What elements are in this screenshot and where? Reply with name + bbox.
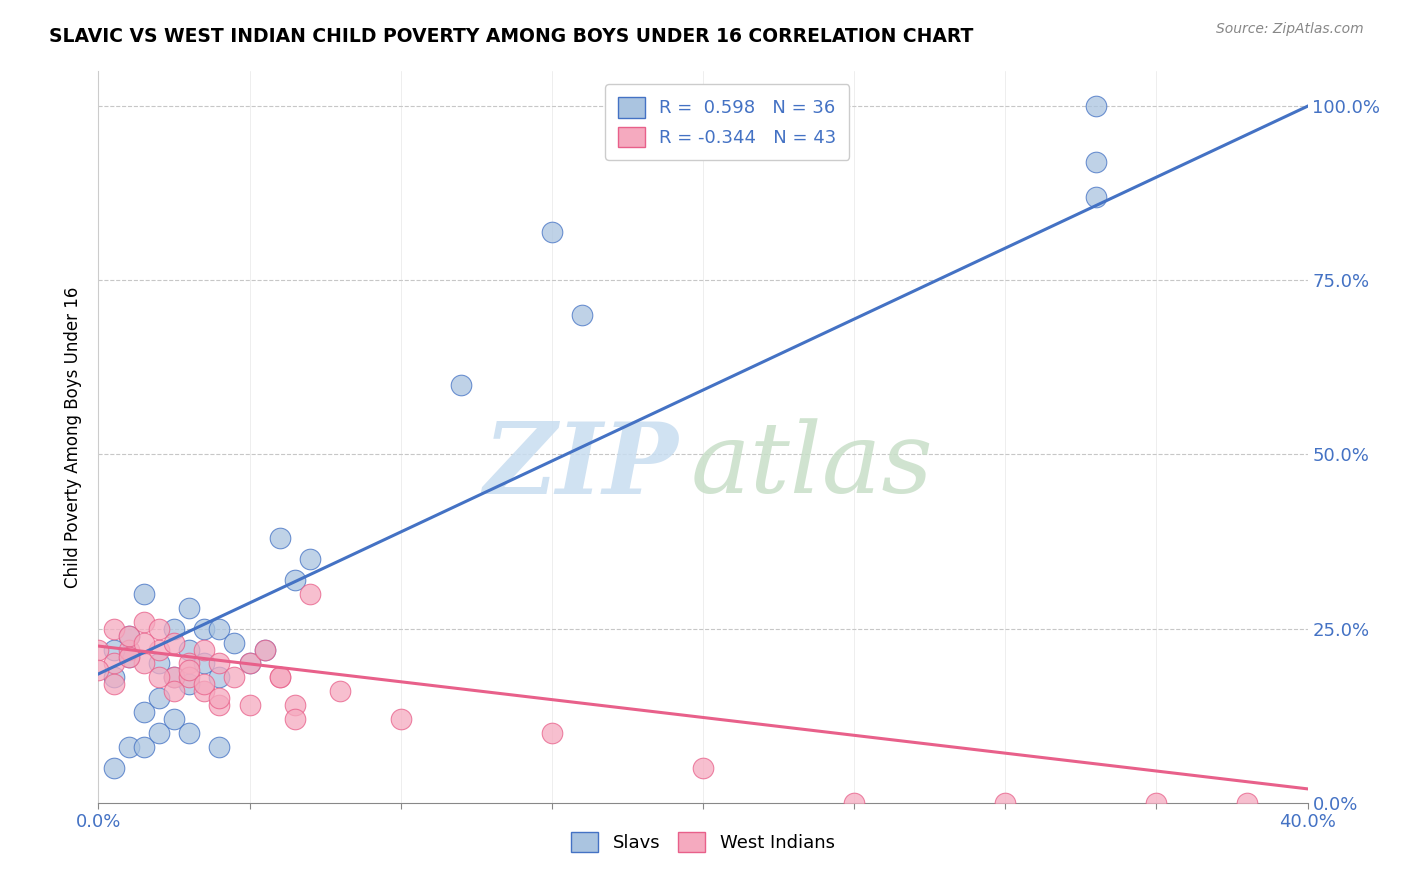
Point — [193, 642, 215, 657]
Point — [208, 657, 231, 671]
Point — [284, 573, 307, 587]
Text: atlas: atlas — [690, 418, 934, 514]
Point — [193, 657, 215, 671]
Point — [118, 649, 141, 664]
Point — [163, 635, 186, 649]
Text: Source: ZipAtlas.com: Source: ZipAtlas.com — [1216, 22, 1364, 37]
Point — [103, 677, 125, 691]
Point — [148, 642, 170, 657]
Point — [1236, 796, 1258, 810]
Point — [193, 622, 215, 636]
Point — [253, 642, 276, 657]
Point — [692, 761, 714, 775]
Text: SLAVIC VS WEST INDIAN CHILD POVERTY AMONG BOYS UNDER 16 CORRELATION CHART: SLAVIC VS WEST INDIAN CHILD POVERTY AMON… — [49, 27, 973, 45]
Point — [540, 726, 562, 740]
Point — [540, 225, 562, 239]
Point — [239, 657, 262, 671]
Point — [132, 587, 155, 601]
Point — [148, 670, 170, 684]
Point — [132, 705, 155, 719]
Point — [179, 677, 201, 691]
Point — [208, 670, 231, 684]
Point — [239, 657, 262, 671]
Point — [179, 670, 201, 684]
Point — [193, 684, 215, 698]
Point — [208, 740, 231, 755]
Point — [118, 740, 141, 755]
Point — [103, 670, 125, 684]
Point — [103, 761, 125, 775]
Point — [224, 635, 246, 649]
Point — [118, 629, 141, 643]
Point — [284, 698, 307, 713]
Point — [224, 670, 246, 684]
Point — [389, 712, 412, 726]
Point — [132, 657, 155, 671]
Point — [179, 657, 201, 671]
Point — [179, 600, 201, 615]
Point — [132, 615, 155, 629]
Point — [239, 698, 262, 713]
Legend: Slavs, West Indians: Slavs, West Indians — [564, 824, 842, 860]
Point — [269, 531, 291, 545]
Point — [163, 670, 186, 684]
Point — [179, 642, 201, 657]
Point — [148, 657, 170, 671]
Point — [103, 622, 125, 636]
Point — [103, 642, 125, 657]
Point — [118, 629, 141, 643]
Point — [163, 684, 186, 698]
Point — [1085, 99, 1108, 113]
Point — [179, 664, 201, 678]
Point — [329, 684, 352, 698]
Point — [994, 796, 1017, 810]
Point — [208, 622, 231, 636]
Point — [269, 670, 291, 684]
Point — [163, 622, 186, 636]
Point — [253, 642, 276, 657]
Point — [118, 649, 141, 664]
Point — [87, 664, 110, 678]
Point — [132, 635, 155, 649]
Point — [1085, 190, 1108, 204]
Point — [450, 377, 472, 392]
Point — [163, 712, 186, 726]
Point — [103, 657, 125, 671]
Point — [571, 308, 593, 322]
Point — [118, 642, 141, 657]
Point — [269, 670, 291, 684]
Point — [284, 712, 307, 726]
Point — [208, 691, 231, 706]
Point — [148, 622, 170, 636]
Point — [208, 698, 231, 713]
Point — [1144, 796, 1167, 810]
Y-axis label: Child Poverty Among Boys Under 16: Child Poverty Among Boys Under 16 — [65, 286, 83, 588]
Point — [148, 726, 170, 740]
Point — [132, 740, 155, 755]
Point — [1085, 155, 1108, 169]
Point — [148, 691, 170, 706]
Point — [163, 670, 186, 684]
Point — [299, 552, 322, 566]
Point — [299, 587, 322, 601]
Point — [87, 642, 110, 657]
Point — [193, 677, 215, 691]
Point — [844, 796, 866, 810]
Point — [179, 726, 201, 740]
Text: ZIP: ZIP — [484, 418, 679, 515]
